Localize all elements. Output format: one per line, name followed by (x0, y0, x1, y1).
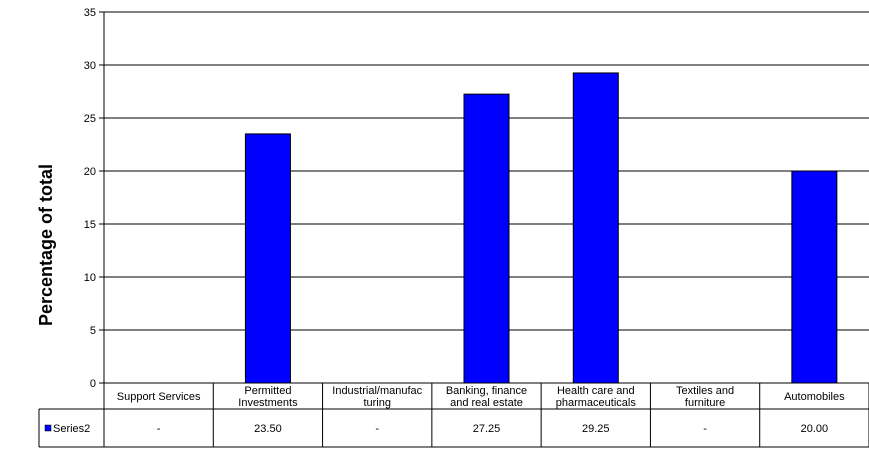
category-label: Automobiles (784, 391, 845, 403)
y-tick-label: 10 (84, 272, 96, 284)
category-label: pharmaceuticals (556, 397, 637, 409)
y-tick-label: 20 (84, 166, 96, 178)
data-value-label: 29.25 (582, 423, 610, 435)
bar (791, 170, 838, 384)
category-label: and real estate (450, 397, 523, 409)
axes (103, 12, 869, 447)
category-label: furniture (685, 397, 725, 409)
y-tick-label: 25 (84, 113, 96, 125)
category-label: Support Services (117, 391, 201, 403)
y-axis-label: Percentage of total (36, 164, 56, 326)
data-value-label: - (375, 423, 379, 435)
y-tick-label: 15 (84, 219, 96, 231)
bar (572, 72, 619, 384)
category-label: turing (363, 397, 391, 409)
y-axis-label-group: Percentage of total (36, 164, 56, 326)
legend-series-label: Series2 (53, 423, 90, 435)
bar (463, 93, 510, 384)
legend-swatch (44, 424, 52, 432)
category-label: Textiles and (676, 385, 734, 397)
data-value-label: 27.25 (473, 423, 501, 435)
y-tick-label: 5 (90, 325, 96, 337)
y-tick-label: 35 (84, 7, 96, 19)
data-value-label: 20.00 (801, 423, 829, 435)
category-label: Investments (238, 397, 298, 409)
bar (244, 133, 291, 384)
data-value-label: - (157, 423, 161, 435)
data-value-label: 23.50 (254, 423, 282, 435)
category-label: Industrial/manufac (332, 385, 422, 397)
y-axis-ticks: 0 5 10 15 20 25 30 35 (84, 7, 104, 390)
category-label: Health care and (557, 385, 635, 397)
category-label: Permitted (244, 385, 291, 397)
data-value-label: - (703, 423, 707, 435)
y-tick-label: 30 (84, 60, 96, 72)
y-tick-label: 0 (90, 378, 96, 390)
category-label: Banking, finance (446, 385, 527, 397)
bars (244, 72, 838, 384)
